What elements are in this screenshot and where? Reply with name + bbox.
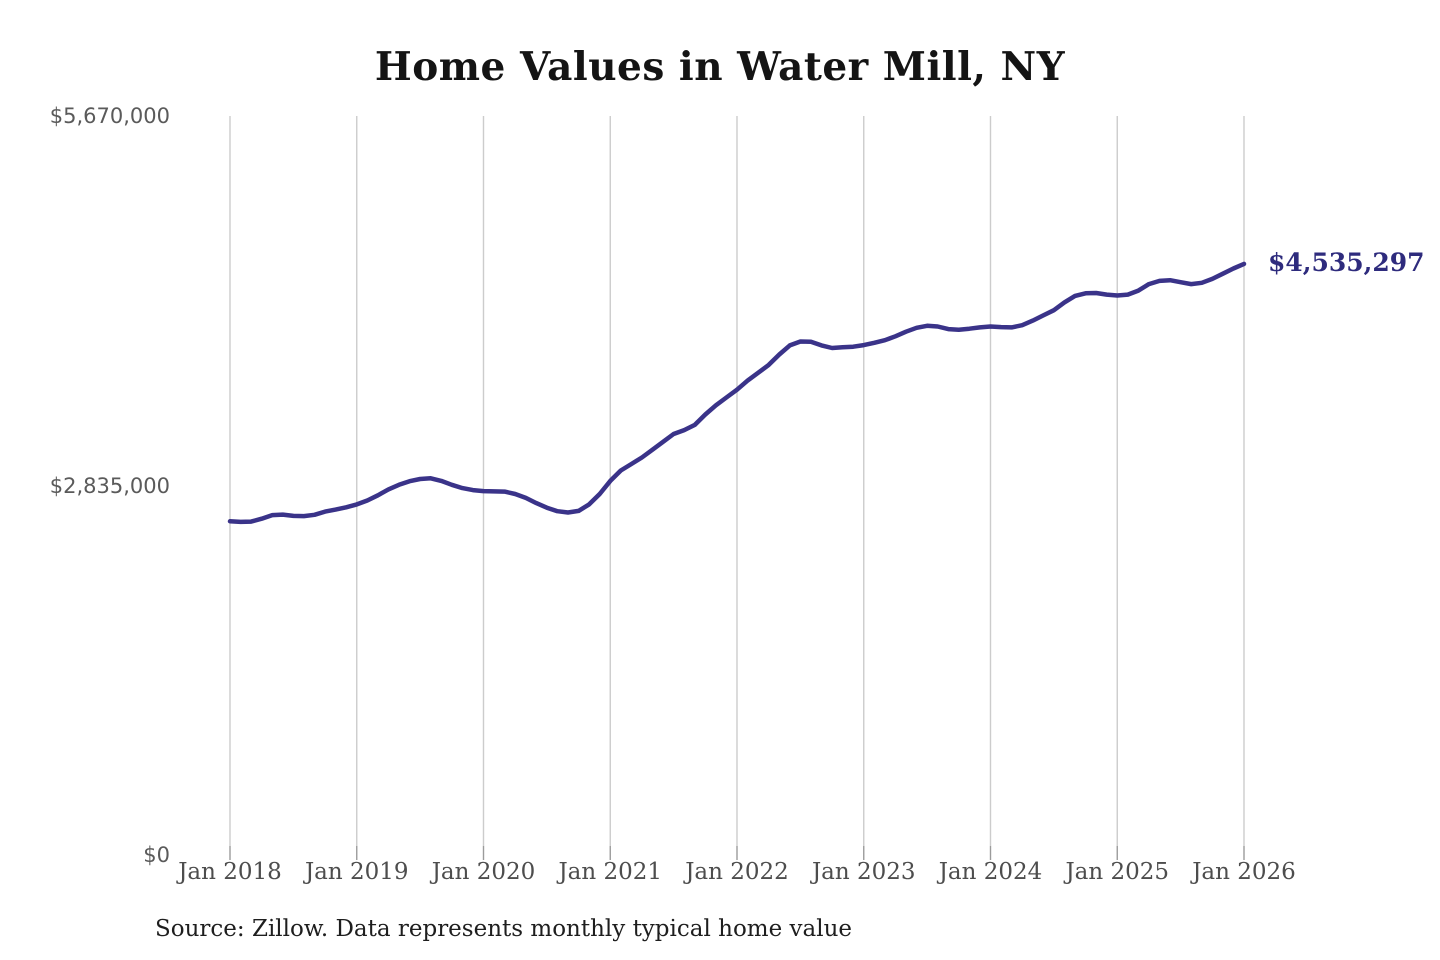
x-tick-label: Jan 2025 — [1065, 859, 1170, 885]
y-tick-label: $5,670,000 — [49, 104, 170, 128]
chart-title: Home Values in Water Mill, NY — [374, 44, 1066, 90]
x-tick-label: Jan 2021 — [558, 859, 663, 885]
y-tick-label: $2,835,000 — [49, 473, 170, 498]
x-tick-label: Jan 2020 — [431, 859, 536, 885]
x-tick-label: Jan 2024 — [938, 859, 1043, 885]
x-tick-label: Jan 2018 — [178, 859, 282, 885]
y-tick-label: $0 — [143, 843, 170, 867]
source-note: Source: Zillow. Data represents monthly … — [155, 916, 853, 942]
x-tick-label: Jan 2023 — [811, 859, 916, 885]
home-value-line — [227, 261, 1247, 525]
x-tick-label: Jan 2026 — [1192, 859, 1296, 885]
latest-value-annotation: $4,535,297 — [1268, 247, 1425, 277]
x-tick-label: Jan 2022 — [685, 859, 789, 885]
x-tick-label: Jan 2019 — [304, 859, 409, 885]
